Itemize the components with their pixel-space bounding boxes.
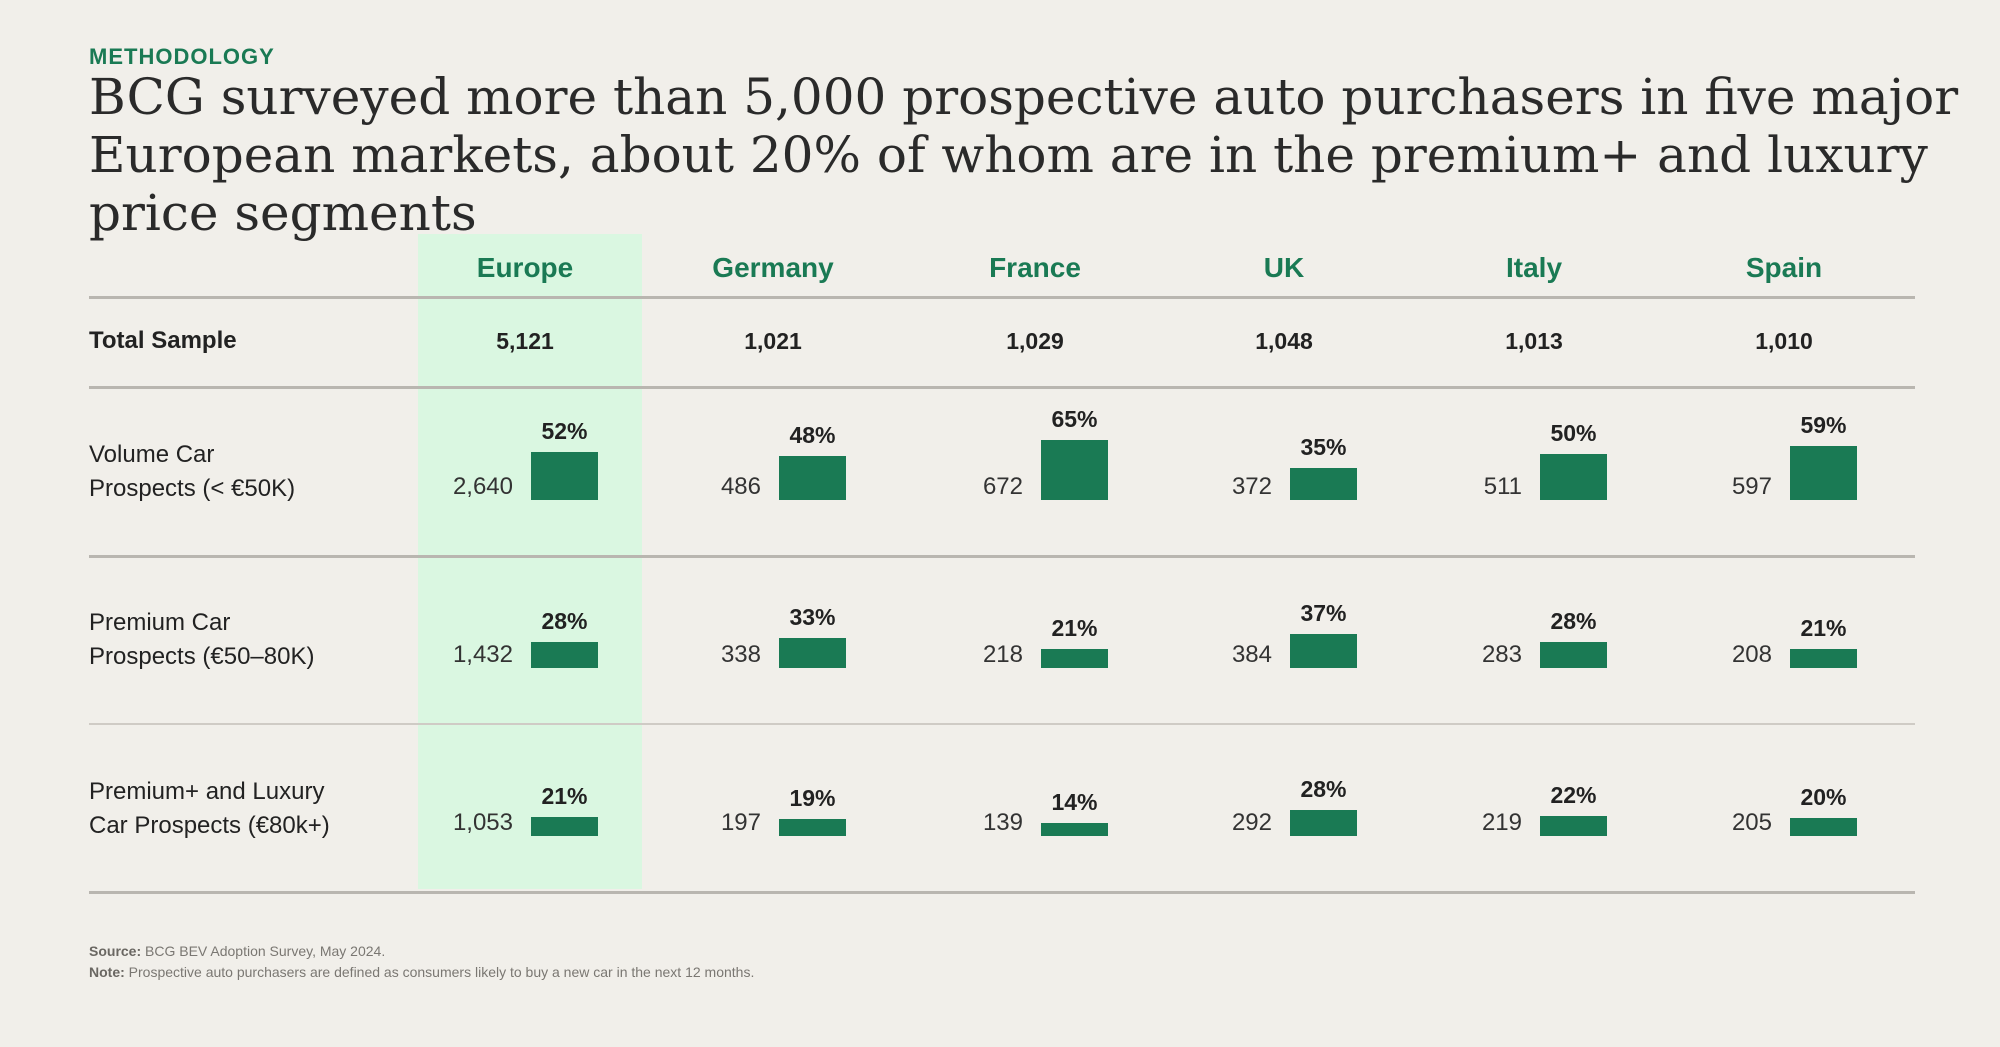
pct-label-europe-row1: 52%: [541, 418, 588, 444]
source-footnote: Source: BCG BEV Adoption Survey, May 202…: [89, 943, 385, 959]
row-label-line1: Premium Car: [89, 609, 231, 636]
count-italy-row3: 219: [1481, 809, 1522, 836]
total-divider: [89, 386, 1915, 389]
bar-france-row2: [1041, 649, 1108, 668]
count-europe-row1: 2,640: [452, 473, 513, 500]
count-uk-row2: 384: [1231, 641, 1272, 668]
pct-label-france-row2: 21%: [1051, 615, 1098, 641]
column-header-france: France: [989, 252, 1081, 283]
count-germany-row2: 338: [720, 641, 761, 668]
bar-france-row1: [1041, 440, 1108, 500]
europe-highlight-band: [418, 234, 642, 889]
column-header-italy: Italy: [1505, 252, 1563, 283]
pct-label-france-row1: 65%: [1051, 406, 1098, 432]
row-label-line1: Premium+ and Luxury: [89, 778, 325, 805]
source-text: BCG BEV Adoption Survey, May 2024.: [145, 943, 386, 959]
count-germany-row3: 197: [720, 809, 761, 836]
total-sample-uk: 1,048: [1255, 328, 1313, 354]
pct-label-germany-row3: 19%: [789, 785, 836, 811]
total-sample-italy: 1,013: [1505, 328, 1563, 354]
bar-spain-row3: [1790, 818, 1857, 836]
count-uk-row3: 292: [1231, 809, 1272, 836]
column-header-spain: Spain: [1745, 252, 1823, 283]
bar-germany-row2: [779, 638, 846, 668]
total-sample-label: Total Sample: [89, 327, 237, 354]
count-germany-row1: 486: [720, 473, 761, 500]
bar-italy-row1: [1540, 454, 1607, 500]
column-header-europe: Europe: [476, 252, 574, 283]
count-france-row3: 139: [982, 809, 1023, 836]
bar-europe-row3: [531, 817, 598, 836]
row-divider-1: [89, 555, 1915, 558]
bar-spain-row2: [1790, 649, 1857, 668]
count-europe-row3: 1,053: [452, 809, 513, 836]
row-label-line2: Prospects (€50–80K): [89, 643, 315, 670]
row-label-3: Premium+ and Luxury Car Prospects (€80k+): [89, 775, 389, 843]
column-header-uk: UK: [1263, 252, 1305, 283]
bar-uk-row1: [1290, 468, 1357, 500]
chart-title: BCG surveyed more than 5,000 prospective…: [89, 68, 1959, 242]
note-label: Note:: [89, 964, 125, 980]
bar-uk-row2: [1290, 634, 1357, 668]
count-italy-row2: 283: [1481, 641, 1522, 668]
bar-uk-row3: [1290, 810, 1357, 836]
pct-label-europe-row3: 21%: [541, 783, 588, 809]
row-label-1: Volume Car Prospects (< €50K): [89, 438, 389, 506]
pct-label-france-row3: 14%: [1051, 789, 1098, 815]
count-france-row2: 218: [982, 641, 1023, 668]
pct-label-spain-row1: 59%: [1800, 412, 1847, 438]
bottom-divider: [89, 891, 1915, 894]
row-label-2: Premium Car Prospects (€50–80K): [89, 606, 389, 674]
count-spain-row2: 208: [1731, 641, 1772, 668]
pct-label-germany-row1: 48%: [789, 422, 836, 448]
pct-label-uk-row3: 28%: [1300, 776, 1347, 802]
total-sample-france: 1,029: [1006, 328, 1064, 354]
bar-europe-row2: [531, 642, 598, 668]
total-sample-spain: 1,010: [1755, 328, 1813, 354]
header-divider: [89, 296, 1915, 299]
bar-italy-row3: [1540, 816, 1607, 836]
pct-label-spain-row2: 21%: [1800, 615, 1847, 641]
row-label-line1: Volume Car: [89, 441, 215, 468]
bar-spain-row1: [1790, 446, 1857, 500]
note-text: Prospective auto purchasers are defined …: [128, 964, 755, 980]
source-label: Source:: [89, 943, 142, 959]
pct-label-uk-row2: 37%: [1300, 600, 1347, 626]
total-sample-germany: 1,021: [744, 328, 802, 354]
total-sample-europe: 5,121: [496, 328, 554, 354]
row-divider-2: [89, 723, 1915, 725]
bar-europe-row1: [531, 452, 598, 500]
pct-label-uk-row1: 35%: [1300, 434, 1347, 460]
pct-label-italy-row1: 50%: [1550, 420, 1597, 446]
bar-germany-row1: [779, 456, 846, 500]
pct-label-italy-row3: 22%: [1550, 782, 1597, 808]
count-france-row1: 672: [982, 473, 1023, 500]
row-label-line2: Prospects (< €50K): [89, 475, 296, 502]
row-label-line2: Car Prospects (€80k+): [89, 812, 330, 839]
pct-label-spain-row3: 20%: [1800, 784, 1847, 810]
pct-label-europe-row2: 28%: [541, 608, 588, 634]
bar-italy-row2: [1540, 642, 1607, 668]
pct-label-italy-row2: 28%: [1550, 608, 1597, 634]
column-header-germany: Germany: [712, 252, 834, 283]
bar-germany-row3: [779, 819, 846, 836]
pct-label-germany-row2: 33%: [789, 604, 836, 630]
bar-france-row3: [1041, 823, 1108, 836]
count-uk-row1: 372: [1231, 473, 1272, 500]
count-spain-row3: 205: [1731, 809, 1772, 836]
count-italy-row1: 511: [1483, 473, 1522, 500]
note-footnote: Note: Prospective auto purchasers are de…: [89, 964, 754, 980]
eyebrow-label: METHODOLOGY: [89, 44, 275, 69]
count-europe-row2: 1,432: [452, 641, 513, 668]
count-spain-row1: 597: [1731, 473, 1772, 500]
